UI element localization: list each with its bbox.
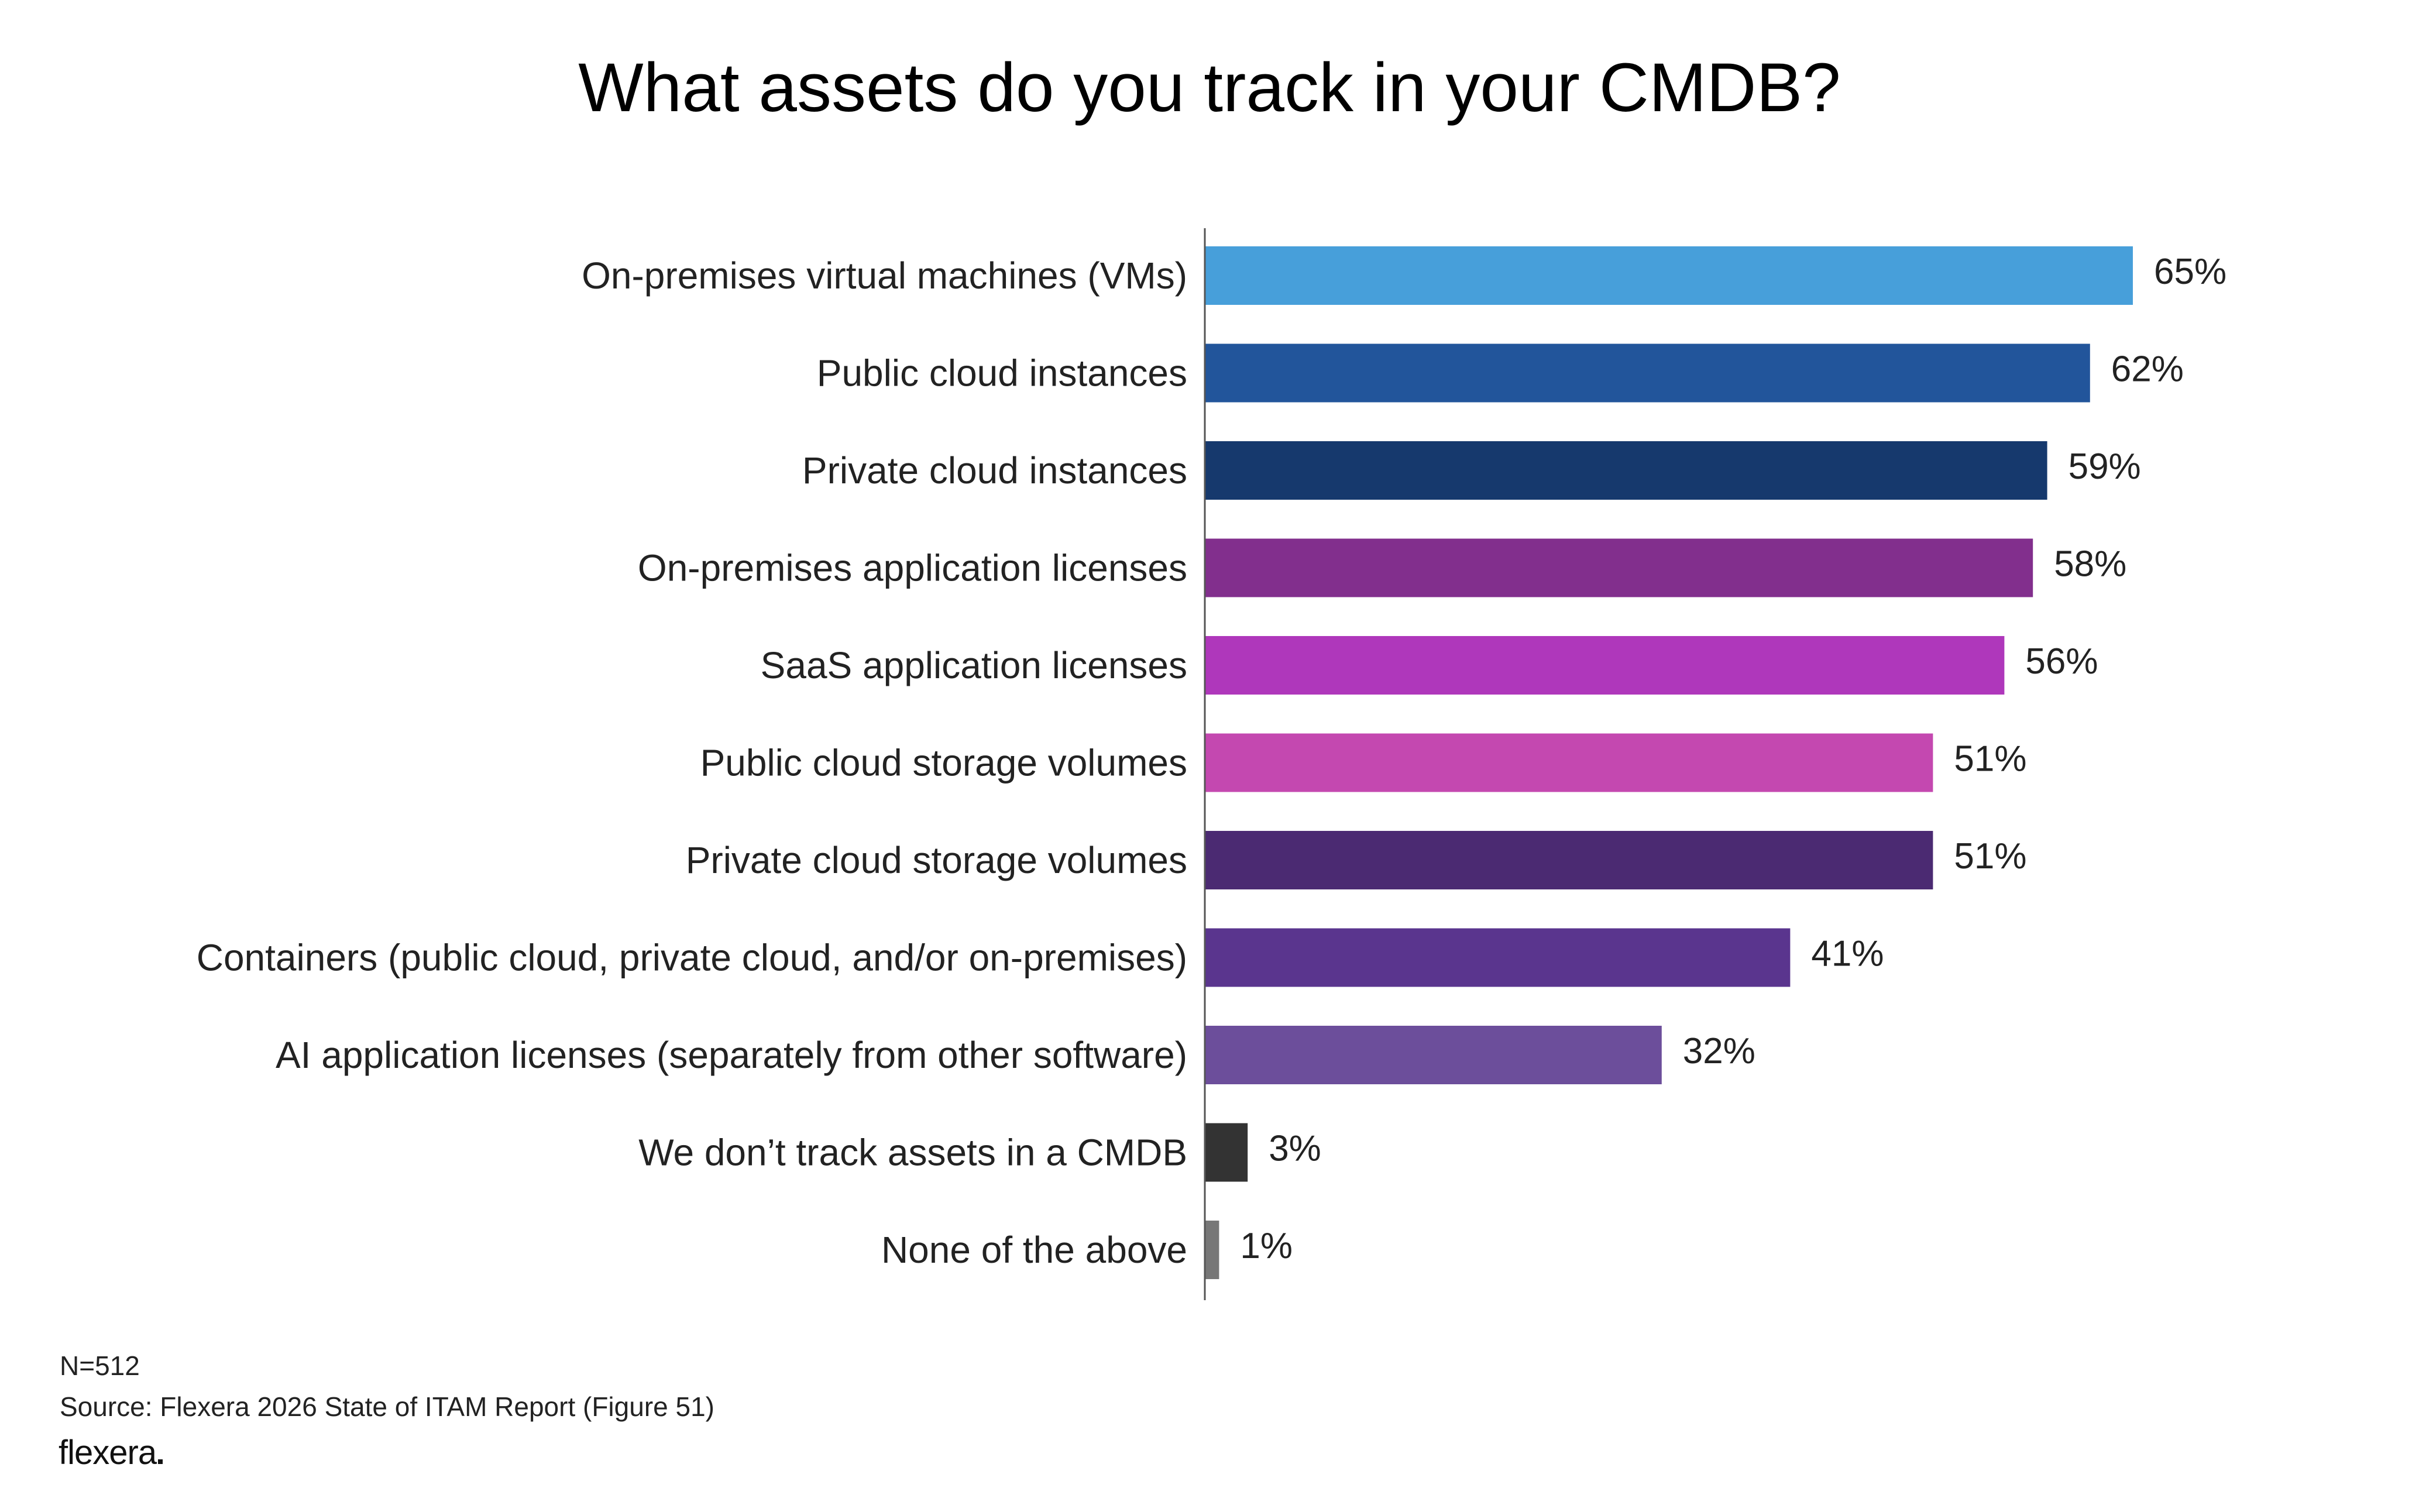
bar (1205, 1026, 1662, 1084)
bar (1205, 538, 2033, 597)
logo-text: flexera (59, 1434, 157, 1472)
bar (1205, 343, 2090, 403)
category-label: On-premises virtual machines (VMs) (582, 255, 1187, 297)
bar (1205, 1123, 1248, 1182)
bar (1205, 733, 1933, 792)
category-label: Private cloud instances (802, 449, 1187, 492)
logo-dot (158, 1459, 163, 1464)
bar (1205, 636, 2005, 695)
category-label: On-premises application licenses (638, 547, 1187, 589)
category-label: Private cloud storage volumes (686, 839, 1187, 881)
value-label: 56% (2025, 641, 2098, 682)
value-label: 51% (1954, 739, 2026, 779)
category-label: Public cloud instances (817, 352, 1187, 394)
category-label: Public cloud storage volumes (700, 742, 1187, 784)
category-label: AI application licenses (separately from… (276, 1034, 1187, 1076)
value-label: 65% (2154, 252, 2226, 292)
bar (1205, 246, 2133, 305)
bar (1205, 1221, 1219, 1279)
category-label: We don’t track assets in a CMDB (638, 1132, 1187, 1174)
value-label: 59% (2068, 446, 2141, 487)
value-label: 58% (2054, 544, 2126, 585)
value-label: 32% (1683, 1031, 1755, 1071)
flexera-logo: flexera (59, 1432, 163, 1473)
source-note: Source: Flexera 2026 State of ITAM Repor… (60, 1391, 714, 1422)
bar (1205, 928, 1791, 987)
value-label: 62% (2111, 349, 2184, 390)
category-label: SaaS application licenses (761, 644, 1187, 686)
category-label: Containers (public cloud, private cloud,… (197, 937, 1187, 979)
value-label: 51% (1954, 836, 2026, 877)
bar (1205, 441, 2047, 500)
category-label: None of the above (881, 1229, 1187, 1271)
value-label: 3% (1269, 1129, 1321, 1169)
value-label: 41% (1811, 934, 1884, 974)
bar (1205, 831, 1933, 889)
value-label: 1% (1240, 1226, 1293, 1266)
chart-title: What assets do you track in your CMDB? (578, 49, 1841, 126)
sample-size-note: N=512 (60, 1351, 140, 1381)
